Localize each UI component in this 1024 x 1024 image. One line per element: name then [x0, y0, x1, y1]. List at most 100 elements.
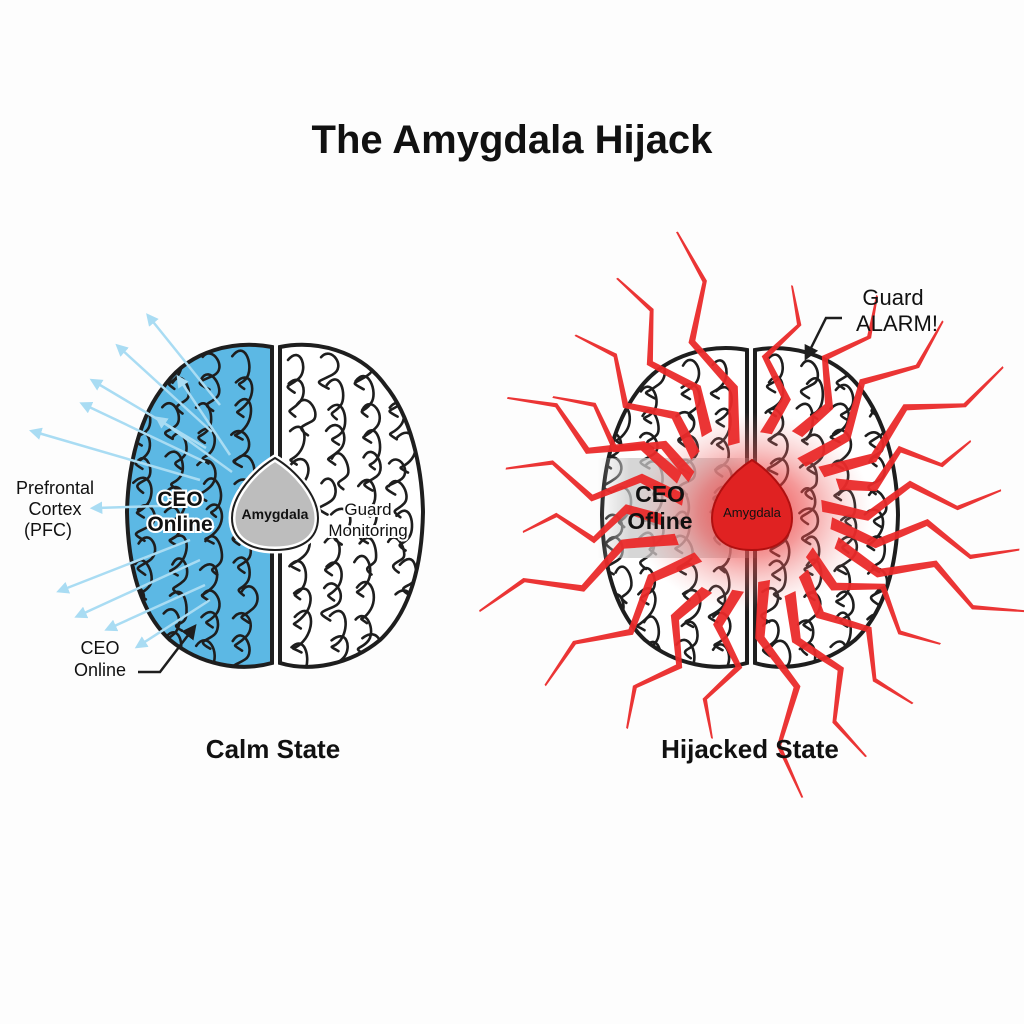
- brain-fold: [770, 639, 792, 667]
- brain-fold: [397, 638, 418, 667]
- lightning-bolt: [544, 552, 703, 687]
- signal-arrow: [89, 378, 207, 450]
- brain-fold: [201, 589, 221, 629]
- brain-fold: [362, 450, 382, 492]
- pfc-callout-label: Prefrontal Cortex (PFC): [16, 478, 94, 540]
- signal-arrow: [74, 558, 201, 619]
- guard-alarm-pointer: [804, 316, 842, 361]
- brain-fold: [386, 536, 406, 574]
- hijacked-state-label: Hijacked State: [661, 734, 839, 764]
- brain-fold: [200, 610, 220, 650]
- calm-state-label: Calm State: [205, 734, 341, 764]
- brain-fold: [324, 423, 346, 466]
- brain-fold: [354, 615, 373, 656]
- brain-fold: [292, 587, 312, 630]
- lightning-bolt: [784, 591, 867, 758]
- brain-fold: [323, 535, 341, 577]
- signal-arrow: [89, 501, 191, 515]
- hijacked-ceo-label: CEO Ofline: [627, 481, 692, 534]
- hijacked-amygdala-label: Amygdala: [723, 505, 782, 520]
- lightning-bolt: [522, 504, 663, 544]
- calm-amygdala-label: Amygdala: [242, 506, 309, 522]
- brain-fold: [291, 609, 313, 654]
- lightning-bolt: [818, 366, 1004, 478]
- brain-fold: [204, 534, 224, 577]
- lightning-bolt: [798, 569, 914, 705]
- brain-fold: [136, 536, 157, 577]
- brain-fold: [234, 376, 254, 419]
- brain-fold: [131, 476, 153, 519]
- brain-fold: [317, 352, 340, 390]
- brain-fold: [168, 534, 188, 577]
- signal-arrow: [79, 402, 206, 464]
- brain-fold: [354, 374, 375, 418]
- guard-alarm-label: Guard ALARM!: [856, 285, 938, 336]
- lightning-bolt: [760, 285, 802, 435]
- ceo-online-callout-label: CEO Online: [74, 638, 126, 680]
- lightning-bolt: [702, 589, 744, 739]
- brain-fold: [290, 642, 309, 667]
- brain-fold: [358, 536, 378, 576]
- brain-fold: [709, 359, 728, 400]
- brain-fold: [288, 425, 306, 466]
- brain-fold: [680, 620, 699, 660]
- brain-fold: [230, 349, 251, 391]
- diagram-title: The Amygdala Hijack: [311, 118, 713, 162]
- brain-fold: [230, 429, 251, 469]
- signal-arrow: [115, 343, 213, 433]
- brain-fold: [385, 458, 407, 496]
- brain-fold: [196, 459, 217, 503]
- calm-guard-label: Guard Monitoring: [328, 500, 407, 540]
- brain-fold: [397, 613, 419, 658]
- brain-fold: [356, 478, 377, 518]
- brain-fold: [240, 585, 259, 624]
- brain-fold: [397, 353, 417, 390]
- brain-fold: [387, 479, 408, 519]
- brain-fold: [799, 359, 820, 400]
- brain-fold: [869, 377, 887, 418]
- lightning-bolt: [755, 579, 804, 798]
- brain-fold: [360, 402, 381, 444]
- brain-fold: [320, 582, 343, 622]
- signal-arrow: [28, 427, 201, 482]
- calm-signal-arrows: [28, 313, 233, 649]
- brain-fold: [166, 485, 187, 527]
- brain-fold: [805, 377, 825, 421]
- brain-fold: [395, 509, 414, 552]
- brain-fold: [355, 580, 376, 625]
- brain-fold: [136, 638, 155, 667]
- signal-arrow: [154, 416, 233, 474]
- signal-arrow: [56, 538, 191, 594]
- brain-fold: [160, 402, 181, 441]
- brain-fold: [604, 637, 626, 667]
- brain-fold: [711, 643, 731, 667]
- lightning-bolt: [830, 517, 1020, 560]
- lightning-bolt: [797, 320, 944, 467]
- brain-fold: [233, 397, 253, 441]
- calm-brain: [124, 342, 426, 669]
- brain-fold: [171, 557, 189, 597]
- lightning-bolt: [505, 460, 685, 506]
- signal-arrow: [176, 374, 232, 456]
- calm-ceo-label: CEO Online: [147, 488, 212, 536]
- brain-fold: [330, 451, 350, 491]
- lightning-bolt: [616, 277, 713, 438]
- lightning-bolt: [676, 231, 740, 446]
- signal-arrow: [104, 583, 206, 632]
- alarm-lightning-bolts: [479, 231, 1024, 798]
- brain-fold: [288, 559, 308, 601]
- brain-fold: [363, 428, 382, 471]
- brain-fold: [202, 477, 223, 519]
- brain-fold: [231, 611, 252, 652]
- brain-fold: [796, 619, 815, 656]
- ceo-online-callout-pointer: [138, 624, 197, 674]
- lightning-bolt: [835, 440, 972, 492]
- brain-fold: [396, 431, 417, 474]
- brain-fold: [867, 489, 888, 529]
- lightning-bolt: [479, 533, 679, 613]
- signal-arrow: [134, 598, 211, 649]
- brain-fold: [834, 611, 853, 656]
- brain-fold: [359, 504, 378, 545]
